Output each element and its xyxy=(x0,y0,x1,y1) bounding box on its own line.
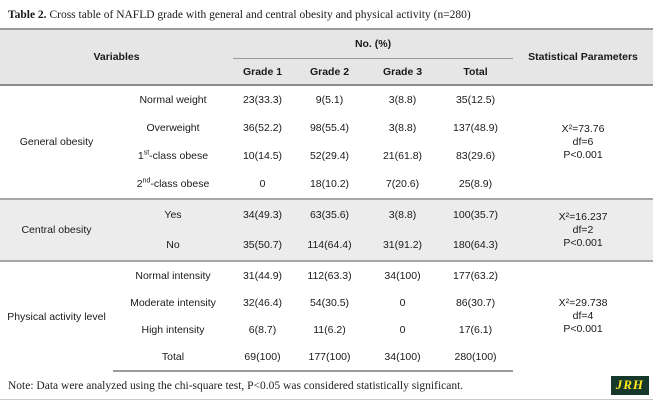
value-cell: 3(8.8) xyxy=(367,198,438,230)
value-cell: 6(8.7) xyxy=(233,316,292,343)
value-cell: 52(29.4) xyxy=(292,142,367,170)
value-cell: 69(100) xyxy=(233,343,292,372)
group-cell-physical-activity: Physical activity level xyxy=(0,260,113,371)
value-cell: 63(35.6) xyxy=(292,198,367,230)
table-row: Central obesity Yes 34(49.3) 63(35.6) 3(… xyxy=(0,198,653,261)
value-cell: 35(50.7) xyxy=(233,230,292,261)
value-cell: 112(63.3) xyxy=(292,260,367,289)
header-variables: Variables xyxy=(0,28,233,86)
table-row: Physical activity level Normal intensity… xyxy=(0,260,653,371)
stat-p: P<0.001 xyxy=(563,323,603,335)
value-cell: 9(5.1) xyxy=(292,84,367,114)
value-cell: 23(33.3) xyxy=(233,84,292,114)
value-cell: 3(8.8) xyxy=(367,114,438,142)
value-cell: 31(91.2) xyxy=(367,230,438,261)
stat-p: P<0.001 xyxy=(563,236,603,249)
value-cell: 86(30.7) xyxy=(438,289,514,316)
category-cell: Normal intensity xyxy=(113,260,233,289)
header-total: Total xyxy=(438,58,514,86)
value-cell: 11(6.2) xyxy=(292,316,367,343)
value-cell: 0 xyxy=(367,289,438,316)
table-row: Total 69(100) 177(100) 34(100) 280(100) xyxy=(0,343,653,372)
table-row: 1st-class obese 10(14.5) 52(29.4) 21(61.… xyxy=(0,142,653,170)
value-cell: 280(100) xyxy=(438,343,514,372)
value-cell: 34(100) xyxy=(367,343,438,372)
table-title-label: Table 2. xyxy=(8,9,47,21)
stat-df: df=6 xyxy=(572,135,594,148)
header-grade-1: Grade 1 xyxy=(233,58,292,86)
header-no-pct: No. (%) xyxy=(233,28,514,59)
category-cell: Moderate intensity xyxy=(113,289,233,316)
table-row: No 35(50.7) 114(64.4) 31(91.2) 180(64.3) xyxy=(0,230,653,261)
bottom-rule xyxy=(0,399,653,400)
table-note: Note: Data were analyzed using the chi-s… xyxy=(8,380,464,392)
stat-p: P<0.001 xyxy=(563,148,603,161)
category-cell: Normal weight xyxy=(113,84,233,114)
value-cell: 98(55.4) xyxy=(292,114,367,142)
value-cell: 21(61.8) xyxy=(367,142,438,170)
data-table: Variables No. (%) Statistical Parameters… xyxy=(0,28,653,372)
footer: Note: Data were analyzed using the chi-s… xyxy=(0,372,653,402)
value-cell: 18(10.2) xyxy=(292,170,367,199)
value-cell: 0 xyxy=(367,316,438,343)
table-row: Overweight 36(52.2) 98(55.4) 3(8.8) 137(… xyxy=(0,114,653,142)
category-cell: Overweight xyxy=(113,114,233,142)
value-cell: 35(12.5) xyxy=(438,84,514,114)
value-cell: 17(6.1) xyxy=(438,316,514,343)
table-row: High intensity 6(8.7) 11(6.2) 0 17(6.1) xyxy=(0,316,653,343)
table-row: General obesity Normal weight 23(33.3) 9… xyxy=(0,84,653,199)
table-row: Moderate intensity 32(46.4) 54(30.5) 0 8… xyxy=(0,289,653,316)
group-cell-central-obesity: Central obesity xyxy=(0,198,113,261)
value-cell: 180(64.3) xyxy=(438,230,514,261)
value-cell: 36(52.2) xyxy=(233,114,292,142)
group-cell-general-obesity: General obesity xyxy=(0,84,113,199)
journal-logo: JRH xyxy=(610,376,649,395)
category-cell: 2nd-class obese xyxy=(113,170,233,199)
category-cell: High intensity xyxy=(113,316,233,343)
value-cell: 34(100) xyxy=(367,260,438,289)
value-cell: 0 xyxy=(233,170,292,199)
stat-cell: X²=29.738 df=4 P<0.001 xyxy=(513,260,653,371)
value-cell: 100(35.7) xyxy=(438,198,514,230)
value-cell: 34(49.3) xyxy=(233,198,292,230)
stat-chi: X²=73.76 xyxy=(561,122,605,135)
header-grade-3: Grade 3 xyxy=(367,58,438,86)
stat-cell: X²=16.237 df=2 P<0.001 xyxy=(513,198,653,261)
value-cell: 25(8.9) xyxy=(438,170,514,199)
value-cell: 114(64.4) xyxy=(292,230,367,261)
category-cell: Total xyxy=(113,343,233,372)
value-cell: 54(30.5) xyxy=(292,289,367,316)
category-cell: 1st-class obese xyxy=(113,142,233,170)
header-grade-2: Grade 2 xyxy=(292,58,367,86)
header-statistical-parameters: Statistical Parameters xyxy=(513,28,653,86)
category-cell: Yes xyxy=(113,198,233,230)
stat-cell: X²=73.76 df=6 P<0.001 xyxy=(513,84,653,199)
stat-chi: X²=16.237 xyxy=(558,210,608,223)
stat-chi: X²=29.738 xyxy=(558,297,608,309)
value-cell: 177(63.2) xyxy=(438,260,514,289)
header-row-1: Variables No. (%) Statistical Parameters xyxy=(0,28,653,86)
table-row: 2nd-class obese 0 18(10.2) 7(20.6) 25(8.… xyxy=(0,170,653,199)
stat-df: df=2 xyxy=(572,223,594,236)
value-cell: 10(14.5) xyxy=(233,142,292,170)
value-cell: 3(8.8) xyxy=(367,84,438,114)
value-cell: 83(29.6) xyxy=(438,142,514,170)
stat-df: df=4 xyxy=(572,310,594,322)
value-cell: 32(46.4) xyxy=(233,289,292,316)
value-cell: 7(20.6) xyxy=(367,170,438,199)
table-title: Table 2. Cross table of NAFLD grade with… xyxy=(0,0,653,28)
value-cell: 137(48.9) xyxy=(438,114,514,142)
category-cell: No xyxy=(113,230,233,261)
value-cell: 177(100) xyxy=(292,343,367,372)
table-title-caption: Cross table of NAFLD grade with general … xyxy=(46,9,471,21)
value-cell: 31(44.9) xyxy=(233,260,292,289)
